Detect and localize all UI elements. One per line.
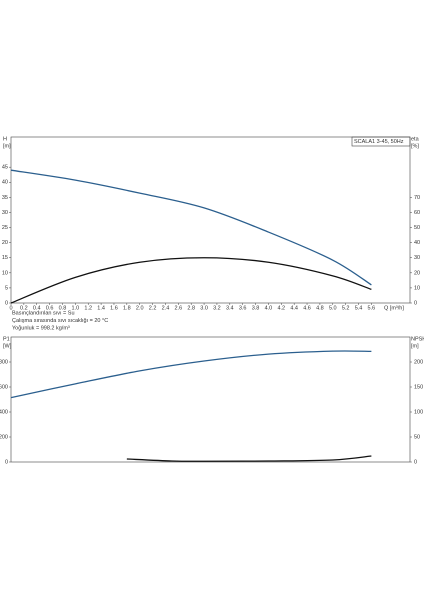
- chart-title: SCALA1 3-45, 50Hz: [354, 139, 404, 145]
- y-tick-label: 40: [2, 180, 8, 186]
- y2-tick-label: 100: [414, 409, 423, 415]
- y2-tick-label: 10: [414, 285, 420, 291]
- x-tick-label: 5.0: [329, 305, 337, 311]
- y-tick-label: 15: [2, 255, 8, 261]
- x-tick-label: 3.4: [226, 305, 234, 311]
- y-tick-label: 5: [5, 285, 8, 291]
- y-tick-label: 400: [0, 409, 8, 415]
- x-tick-label: 0.8: [59, 305, 67, 311]
- note: Basınçlandırılan sıvı = Su: [12, 310, 75, 316]
- curve: [126, 455, 372, 462]
- y2-tick-label: 0: [414, 459, 417, 465]
- y2-tick-label: 60: [414, 210, 420, 216]
- y2-axis-label: eta: [411, 136, 420, 142]
- y-tick-label: 20: [2, 240, 8, 246]
- y-tick-label: 600: [0, 384, 8, 390]
- curve: [10, 350, 372, 399]
- x-tick-label: 4.8: [316, 305, 324, 311]
- x-tick-label: 3.0: [200, 305, 208, 311]
- y-axis-label: P1: [3, 336, 10, 342]
- y2-tick-label: 50: [414, 434, 420, 440]
- x-tick-label: 1.6: [110, 305, 118, 311]
- x-tick-label: 4.4: [290, 305, 298, 311]
- y2-axis-unit: [m]: [411, 343, 419, 349]
- y2-tick-label: 200: [414, 359, 423, 365]
- y2-axis-label: NPSH: [411, 336, 424, 342]
- y-tick-label: 45: [2, 165, 8, 171]
- y-tick-label: 10: [2, 270, 8, 276]
- y-axis-unit: [W]: [3, 343, 12, 349]
- y-axis-label: H: [3, 136, 7, 142]
- note: Çalışma sırasında sıvı sıcaklığı = 20 °C: [12, 318, 108, 324]
- y2-tick-label: 0: [414, 300, 417, 306]
- x-axis-label: Q [m³/h]: [384, 305, 404, 311]
- x-tick-label: 0.4: [33, 305, 41, 311]
- x-tick-label: 4.0: [265, 305, 273, 311]
- x-tick-label: 0.2: [20, 305, 28, 311]
- y2-tick-label: 50: [414, 225, 420, 231]
- x-tick-label: 3.8: [252, 305, 260, 311]
- x-tick-label: 3.2: [213, 305, 221, 311]
- x-tick-label: 4.2: [277, 305, 285, 311]
- x-tick-label: 1.4: [97, 305, 105, 311]
- x-tick-label: 0.6: [46, 305, 54, 311]
- x-tick-label: 2.2: [149, 305, 157, 311]
- y-tick-label: 200: [0, 434, 8, 440]
- x-tick-label: 1.0: [72, 305, 80, 311]
- y-tick-label: 0: [5, 459, 8, 465]
- x-tick-label: 0: [9, 305, 12, 311]
- y-tick-label: 800: [0, 359, 8, 365]
- plot-frame: [10, 336, 411, 463]
- y2-tick-label: 70: [414, 195, 420, 201]
- y2-tick-label: 150: [414, 384, 423, 390]
- y2-tick-label: 40: [414, 240, 420, 246]
- note: Yoğunluk = 998.2 kg/m³: [12, 325, 70, 331]
- y-axis-unit: [m]: [3, 143, 11, 149]
- plot-frame: [10, 136, 411, 304]
- y-tick-label: 35: [2, 195, 8, 201]
- x-tick-label: 1.8: [123, 305, 131, 311]
- x-tick-label: 4.6: [303, 305, 311, 311]
- y-tick-label: 30: [2, 210, 8, 216]
- y-tick-label: 0: [5, 300, 8, 306]
- x-tick-label: 5.6: [368, 305, 376, 311]
- y-tick-label: 25: [2, 225, 8, 231]
- curve: [10, 257, 372, 304]
- y2-axis-unit: [%]: [411, 143, 419, 149]
- x-tick-label: 2.4: [162, 305, 170, 311]
- y2-tick-label: 30: [414, 255, 420, 261]
- x-tick-label: 5.4: [355, 305, 363, 311]
- title-box: [351, 136, 411, 147]
- x-tick-label: 2.8: [187, 305, 195, 311]
- x-tick-label: 3.6: [239, 305, 247, 311]
- x-tick-label: 1.2: [84, 305, 92, 311]
- curve: [10, 169, 372, 286]
- x-tick-label: 5.2: [342, 305, 350, 311]
- x-tick-label: 2.0: [136, 305, 144, 311]
- y2-tick-label: 20: [414, 270, 420, 276]
- x-tick-label: 2.6: [174, 305, 182, 311]
